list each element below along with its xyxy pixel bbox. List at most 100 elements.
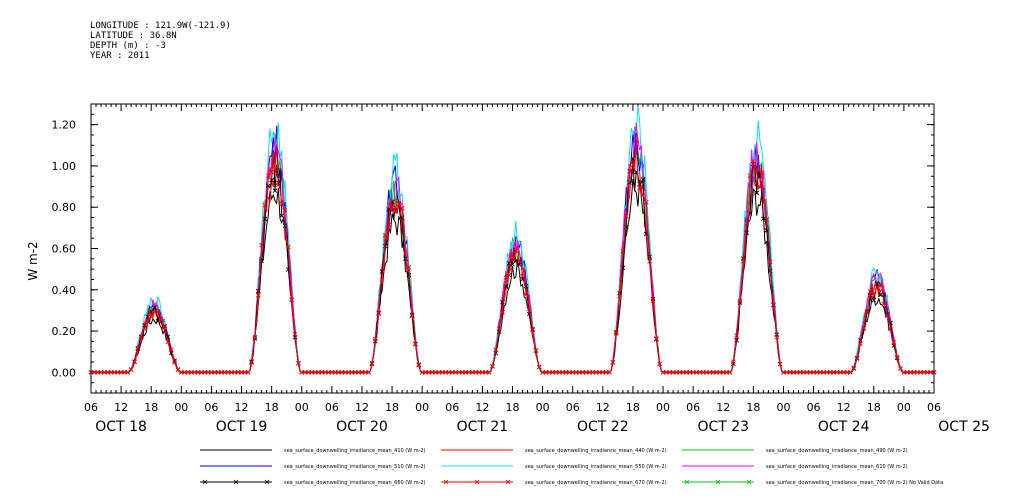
y-axis: 0.00 0.20 0.40 0.60 0.80 1.00 1.20 [52,103,934,394]
series-point [710,370,716,375]
series-point [720,370,726,375]
series-point [761,200,766,206]
x-tick-label: 12 [596,401,610,414]
series-point [781,370,786,375]
series-point [336,370,341,375]
legend-label: sea_surface_downwelling_irradiance_mean_… [284,480,426,486]
series-point [573,370,579,375]
series-point [419,370,425,375]
series-point [332,370,338,375]
series-point [92,370,97,375]
series-point [142,326,147,332]
series-point [195,370,201,375]
series-point [352,370,358,375]
series-point [834,370,840,375]
series-point [654,336,659,341]
x-tick-label: 00 [656,401,670,414]
series-point [409,313,415,319]
series-point [299,370,305,375]
series-point [185,370,191,375]
x-tick-label: 12 [475,401,489,414]
series-point [476,370,482,375]
series-point [747,173,753,179]
series-point [597,370,602,375]
series-point [249,360,254,365]
series-point [446,370,452,375]
series-point [316,370,321,375]
series-point [536,364,542,370]
series-point [767,259,773,265]
legend-label: sea_surface_downwelling_irradiance_mean_… [525,480,667,486]
series-point [817,370,823,375]
series-point [242,370,248,375]
series-point [630,162,636,168]
x-tick-label: 06 [927,401,941,414]
series-point [677,370,683,375]
x-tick-label: 00 [536,401,550,414]
series-point [650,298,656,304]
series-point [373,336,378,342]
series-point [704,370,709,375]
year-label: YEAR : 2011 [90,51,150,61]
series-point [757,184,763,190]
series-point [399,205,405,211]
series-point [490,363,495,369]
series-point [112,370,117,375]
series-point [286,244,291,250]
series-point [868,289,873,294]
series-point [466,370,472,375]
series-point [486,370,492,375]
x-tick-label: 00 [174,401,188,414]
series-point [620,248,626,254]
series-point [891,340,897,345]
series-point [791,370,796,375]
series-line [91,126,934,373]
series-point [396,201,402,207]
x-day-label: OCT 20 [336,419,388,435]
series-point [379,269,385,274]
y-tick-label: 0.40 [52,284,77,297]
y-tick-label: 0.00 [52,366,77,379]
series-point [838,370,843,375]
series-point [553,370,559,375]
series-point [918,370,923,375]
legend-label: sea_surface_downwelling_irradiance_mean_… [284,464,426,470]
series-point [503,275,509,280]
series-point [108,370,114,375]
series-point [587,370,592,375]
series-point [851,365,857,371]
series-point [132,359,137,365]
series-point [523,283,529,289]
series-point [543,370,549,375]
series-point [670,370,676,375]
series-point [700,370,706,375]
series-point [192,370,198,375]
series-point [413,341,418,347]
series-point [637,185,642,191]
series-point [774,334,780,340]
series-point [232,370,238,375]
y-tick-label: 1.00 [52,160,77,173]
series-point [189,370,194,375]
series-point [383,232,388,238]
series-point [714,370,719,375]
series-point [463,370,468,375]
series-point [369,361,375,367]
series-point [577,370,582,375]
series-point [122,370,127,375]
legend: sea_surface_downwelling_irradiance_mean_… [200,448,943,486]
series-point [858,341,863,346]
series-point [684,370,689,375]
series-point [928,370,933,375]
series-point [289,297,295,302]
y-axis-title: W m-2 [26,241,40,280]
x-day-label: OCT 23 [697,419,749,435]
x-day-label: OCT 24 [818,419,870,435]
series-point [848,370,853,375]
series-point [480,370,485,375]
series-point [158,316,164,322]
series-point [540,370,545,375]
legend-label: sea_surface_downwelling_irradiance_mean_… [525,448,667,454]
series-point [827,370,833,375]
series-point [209,370,214,375]
